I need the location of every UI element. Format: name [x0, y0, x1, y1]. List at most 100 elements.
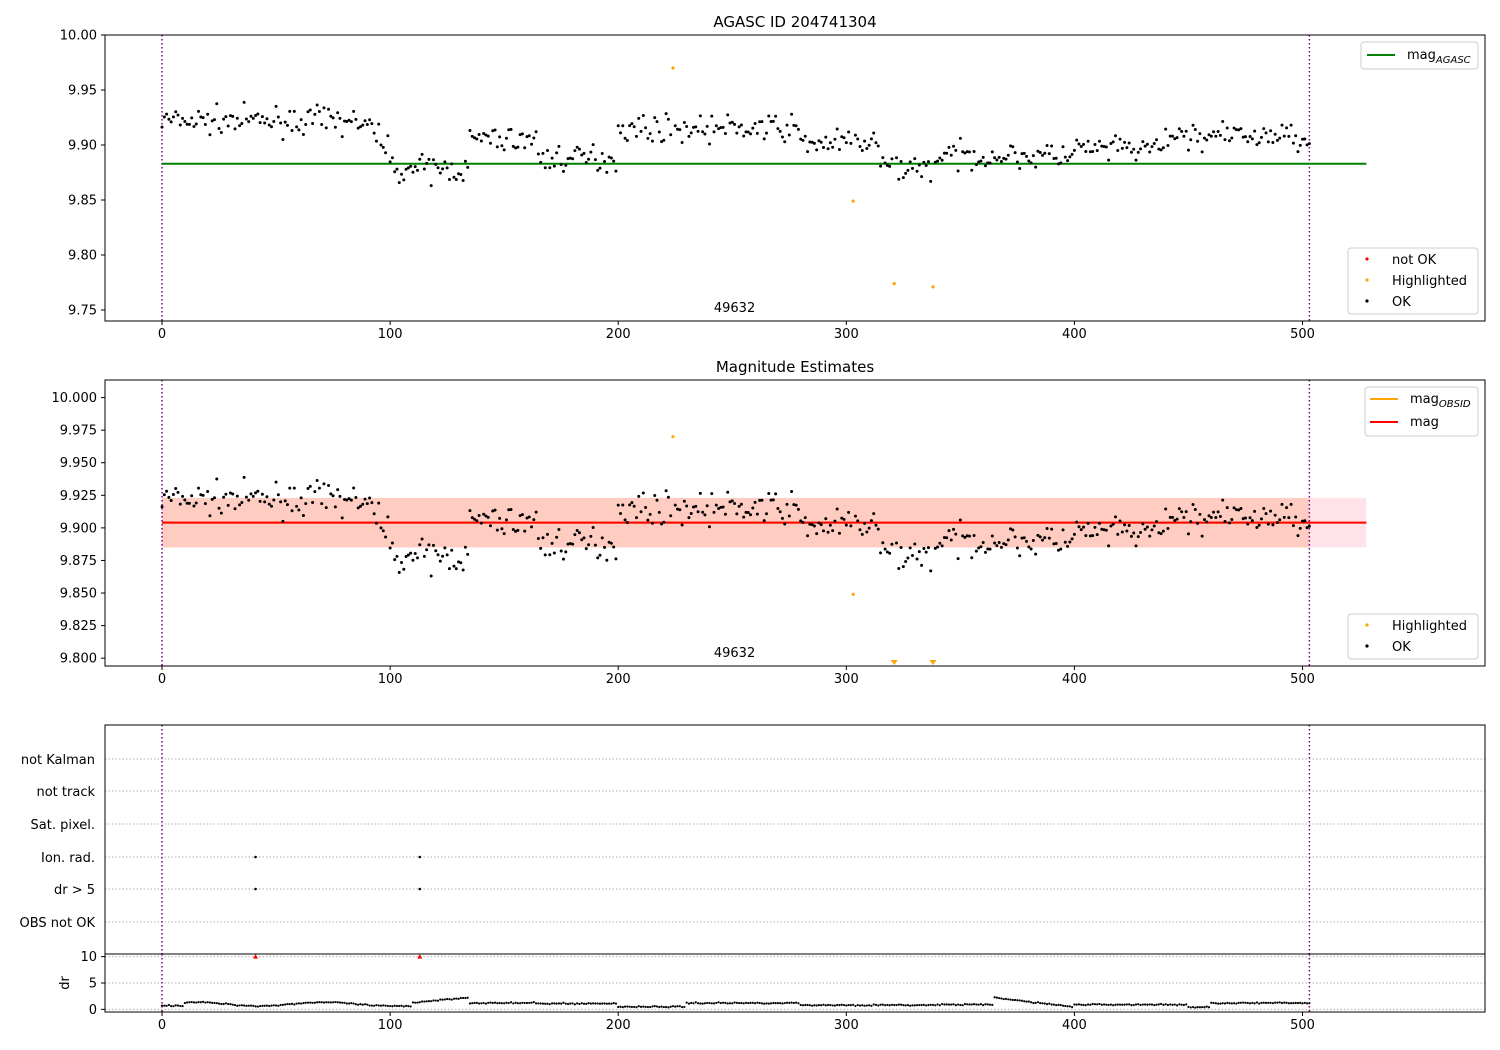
dr-point	[1014, 998, 1017, 1002]
dr-point	[774, 1002, 777, 1005]
ok-point	[589, 534, 593, 538]
ok-point	[498, 135, 502, 139]
ok-point	[1139, 147, 1143, 151]
ok-point	[187, 122, 191, 126]
ok-point	[288, 486, 292, 490]
agasc-panel-frame	[104, 34, 1486, 322]
dr-point	[489, 1001, 492, 1004]
ok-point	[1002, 542, 1006, 546]
ok-point	[589, 150, 593, 154]
dr-point	[480, 1002, 483, 1005]
dr-point	[259, 1004, 262, 1008]
ok-point	[244, 495, 248, 499]
ok-point	[1191, 502, 1195, 506]
dr-point	[1032, 1001, 1035, 1005]
ok-point	[329, 492, 333, 496]
dr-point	[715, 1001, 718, 1005]
ok-point	[639, 510, 643, 514]
ok-point	[317, 109, 321, 113]
ok-point	[171, 493, 175, 497]
ok-point	[988, 547, 992, 551]
ok-point	[780, 135, 784, 139]
ok-point	[575, 145, 579, 149]
ok-point	[452, 175, 456, 179]
ok-point	[162, 493, 166, 497]
ok-point	[463, 545, 467, 549]
ok-point	[160, 505, 164, 509]
legend-highlighted-label: Highlighted	[1392, 274, 1467, 289]
ok-point	[1079, 528, 1083, 532]
ok-point	[1082, 525, 1086, 529]
dr-point	[687, 1002, 691, 1005]
dr-point	[1162, 1003, 1165, 1007]
y-tick-label: 0	[89, 1003, 97, 1018]
ok-point	[1095, 149, 1099, 153]
dr-point	[1294, 1001, 1297, 1005]
ok-point	[1075, 520, 1079, 524]
ok-point	[532, 136, 536, 140]
ok-point	[222, 117, 226, 121]
ok-point	[853, 133, 857, 137]
ok-point	[942, 151, 946, 155]
dr-point	[578, 1002, 581, 1006]
ok-point	[614, 557, 618, 561]
dr-point	[1219, 1002, 1222, 1005]
ok-point	[890, 157, 894, 161]
ok-point	[1054, 542, 1058, 546]
dr-point	[1107, 1003, 1110, 1007]
agasc-panel: AGASC ID 204741304 0 100 200 300 400 5009.759…	[60, 13, 1486, 342]
ok-point	[509, 127, 513, 131]
ok-point	[899, 160, 903, 164]
ok-point	[666, 495, 670, 499]
dr-point	[902, 1004, 905, 1007]
ok-point	[1155, 520, 1159, 524]
ok-point	[1111, 522, 1115, 526]
dr-point	[181, 1005, 184, 1008]
ok-point	[1038, 151, 1042, 155]
ok-point	[616, 124, 620, 128]
ok-point	[653, 116, 657, 120]
dr-point	[712, 1002, 716, 1005]
flags-dr-frame	[104, 724, 1486, 1013]
ok-point	[165, 489, 169, 493]
ok-point	[1223, 520, 1227, 524]
ok-point	[1255, 525, 1259, 529]
ok-point	[691, 125, 695, 129]
ok-point	[249, 492, 253, 496]
ok-point	[1152, 141, 1156, 145]
dr-point	[870, 1004, 873, 1007]
ok-point	[933, 546, 937, 550]
dr-point	[1082, 1003, 1085, 1007]
ok-point	[434, 162, 438, 166]
ok-point	[1159, 148, 1163, 152]
dr-point	[829, 1003, 832, 1007]
dr-point	[525, 1001, 529, 1005]
legend-highlighted-marker	[1365, 623, 1369, 627]
dr-point	[680, 1005, 684, 1009]
dr-point	[1157, 1003, 1160, 1006]
ok-point	[1230, 136, 1234, 140]
ok-point	[1113, 515, 1117, 519]
dr-point	[751, 1001, 754, 1004]
ok-point	[381, 529, 385, 533]
dr-point	[1112, 1004, 1115, 1007]
ok-point	[381, 145, 385, 149]
ok-point	[436, 553, 440, 557]
dr-point	[516, 1002, 519, 1005]
legend-ok-label: OK	[1392, 295, 1411, 310]
dr-point	[254, 1005, 257, 1008]
ok-point	[1202, 518, 1206, 522]
dr-point	[820, 1004, 823, 1007]
ok-point	[591, 143, 595, 147]
dr-point	[637, 1005, 640, 1008]
ok-point	[837, 148, 841, 152]
ok-point	[473, 136, 477, 140]
ok-point	[758, 120, 762, 124]
ok-point	[717, 507, 721, 511]
x-tick-label: 400	[1062, 672, 1087, 687]
y-tick-label: 9.95	[68, 84, 97, 99]
ok-point	[767, 114, 771, 118]
ok-point	[961, 150, 965, 154]
ok-point	[447, 567, 451, 571]
dr-point	[966, 1003, 969, 1006]
